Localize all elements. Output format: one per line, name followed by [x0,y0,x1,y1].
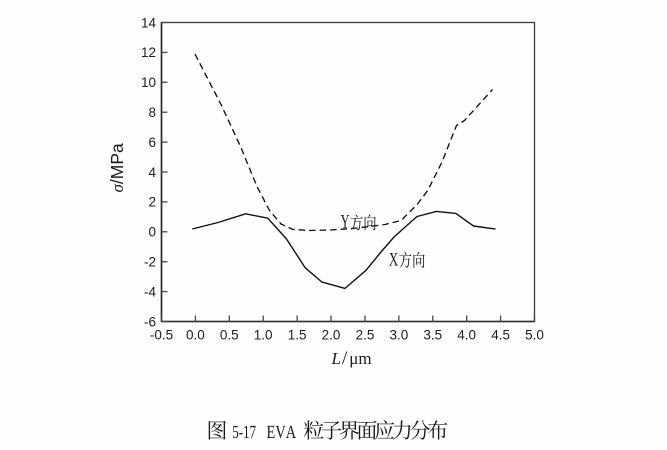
svg-text:-0.5: -0.5 [150,328,173,343]
svg-text:σ/MPa: σ/MPa [107,143,127,193]
svg-text:3.0: 3.0 [390,328,409,343]
svg-text:4: 4 [148,165,156,180]
svg-text:0: 0 [148,225,156,240]
svg-text:2.5: 2.5 [356,328,375,343]
svg-text:-6: -6 [144,314,156,329]
svg-text:4.5: 4.5 [491,328,510,343]
svg-text:4.0: 4.0 [457,328,476,343]
svg-text:-2: -2 [144,255,156,270]
svg-text:2.0: 2.0 [322,328,341,343]
svg-text:L/μm: L/μm [331,348,372,369]
svg-text:5.0: 5.0 [525,328,544,343]
svg-text:10: 10 [141,75,156,90]
svg-text:6: 6 [148,135,156,150]
svg-text:8: 8 [148,105,156,120]
svg-text:0.0: 0.0 [186,328,205,343]
svg-text:2: 2 [148,195,156,210]
svg-text:1.5: 1.5 [288,328,307,343]
svg-text:0.5: 0.5 [220,328,239,343]
svg-text:1.0: 1.0 [254,328,273,343]
svg-text:14: 14 [141,15,157,30]
svg-text:3.5: 3.5 [423,328,442,343]
svg-text:-4: -4 [144,284,156,299]
svg-text:12: 12 [141,45,156,60]
